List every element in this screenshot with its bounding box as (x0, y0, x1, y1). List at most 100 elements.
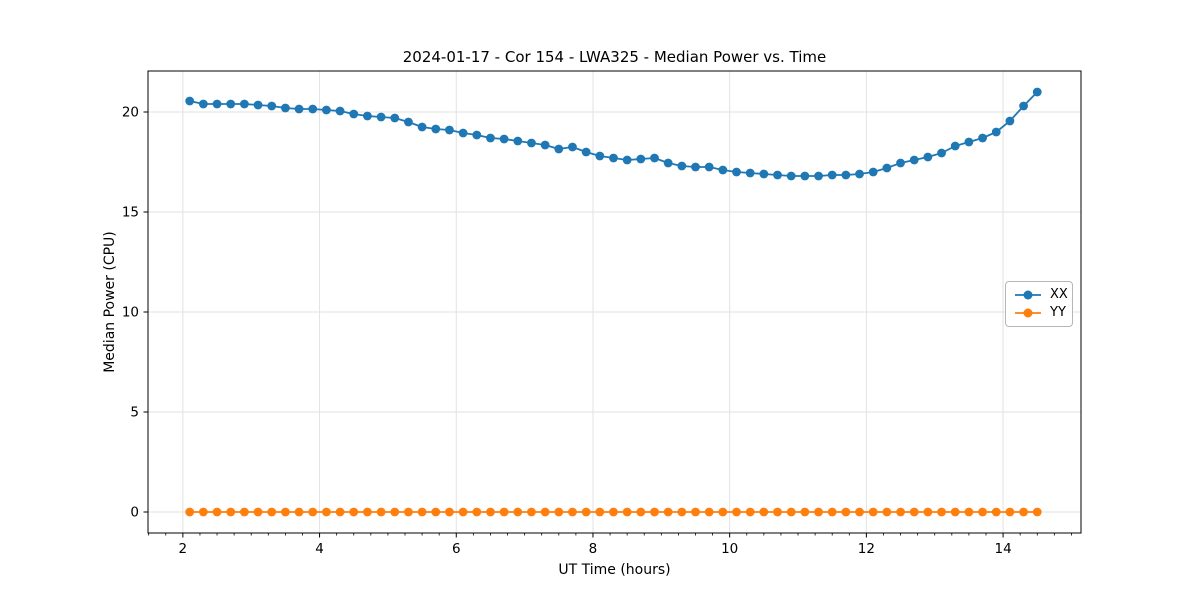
legend: XX YY (1005, 281, 1073, 327)
data-point-marker (732, 507, 741, 517)
data-point-marker (827, 507, 837, 517)
data-point-marker (896, 507, 905, 517)
legend-entry-yy: YY (1013, 304, 1072, 322)
data-point-marker (376, 112, 386, 122)
data-point-marker (540, 140, 550, 150)
data-point-marker (814, 507, 823, 517)
data-point-marker (431, 507, 441, 517)
y-tick-label: 0 (130, 505, 139, 521)
data-point-marker (595, 507, 605, 517)
data-point-marker (650, 507, 659, 517)
data-point-marker (978, 133, 987, 143)
data-point-marker (896, 158, 905, 168)
x-tick-label: 8 (589, 541, 598, 557)
data-point-marker (280, 103, 290, 113)
data-point-marker (212, 99, 222, 109)
series-line (189, 91, 1038, 177)
data-point-marker (704, 507, 714, 517)
data-point-marker (540, 507, 550, 517)
x-tick-label: 6 (452, 541, 461, 557)
data-point-marker (909, 507, 919, 517)
data-point-marker (458, 507, 468, 517)
data-point-marker (226, 507, 236, 517)
data-point-marker (718, 165, 728, 175)
y-tick-label: 5 (130, 405, 139, 421)
gridlines (148, 71, 1081, 533)
data-point-marker (308, 104, 318, 114)
data-point-marker (404, 117, 413, 127)
data-point-marker (322, 507, 331, 517)
data-point-marker (267, 101, 277, 111)
data-point-marker (909, 155, 919, 165)
series-xx (185, 87, 1042, 181)
legend-line-marker-icon (1015, 290, 1041, 300)
data-point-marker (499, 507, 509, 517)
data-point-marker (609, 153, 618, 163)
data-point-marker (663, 158, 673, 168)
data-point-marker (581, 507, 591, 517)
data-point-marker (472, 507, 482, 517)
chart-title: 2024-01-17 - Cor 154 - LWA325 - Median P… (402, 48, 827, 66)
data-point-marker (609, 507, 618, 517)
data-point-marker (363, 111, 372, 121)
data-point-marker (226, 99, 236, 109)
data-point-marker (950, 507, 960, 517)
axes-spines (147, 70, 1082, 534)
data-point-marker (978, 507, 987, 517)
data-point-marker (581, 147, 591, 157)
data-point-marker (472, 130, 482, 140)
x-axis-ticks: 2 4 6 8 10 12 14 (179, 533, 1012, 557)
data-point-marker (431, 124, 441, 134)
data-point-marker (786, 507, 796, 517)
data-point-marker (527, 507, 536, 517)
data-point-marker (691, 162, 700, 172)
data-point-marker (417, 122, 427, 132)
data-point-marker (868, 167, 878, 177)
data-point-marker (322, 105, 331, 115)
data-point-marker (499, 134, 509, 144)
data-point-marker (554, 507, 564, 517)
legend-label: XX (1050, 287, 1068, 302)
y-axis-ticks: 0 5 10 15 20 (122, 105, 148, 521)
data-point-marker (950, 141, 960, 151)
data-point-marker (841, 507, 851, 517)
data-point-marker (773, 507, 782, 517)
data-point-marker (704, 162, 714, 172)
data-point-marker (800, 507, 810, 517)
data-point-marker (486, 133, 495, 143)
data-point-marker (868, 507, 878, 517)
data-point-marker (568, 507, 577, 517)
data-point-marker (335, 106, 345, 116)
data-point-marker (239, 99, 249, 109)
data-point-marker (636, 507, 646, 517)
data-point-marker (800, 171, 810, 181)
data-point-marker (445, 125, 454, 135)
legend-entry-xx: XX (1013, 286, 1072, 304)
data-point-marker (349, 109, 359, 119)
data-point-marker (294, 104, 304, 114)
data-point-marker (718, 507, 728, 517)
data-point-marker (253, 100, 263, 110)
data-point-marker (185, 507, 195, 517)
data-point-marker (732, 167, 741, 177)
data-point-marker (814, 171, 823, 181)
y-tick-label: 20 (122, 105, 139, 121)
data-point-marker (1005, 507, 1015, 517)
data-point-marker (691, 507, 700, 517)
data-point-marker (937, 507, 946, 517)
data-point-marker (390, 507, 400, 517)
x-axis-label: UT Time (hours) (558, 562, 671, 578)
data-point-marker (759, 507, 769, 517)
data-point-marker (882, 163, 892, 173)
data-point-marker (445, 507, 454, 517)
y-tick-label: 15 (122, 205, 139, 221)
data-point-marker (937, 148, 946, 158)
data-point-marker (198, 507, 208, 517)
data-point-marker (239, 507, 249, 517)
x-tick-label: 2 (179, 541, 188, 557)
data-point-marker (417, 507, 427, 517)
data-point-marker (677, 507, 687, 517)
data-point-marker (991, 507, 1001, 517)
data-point-marker (363, 507, 372, 517)
